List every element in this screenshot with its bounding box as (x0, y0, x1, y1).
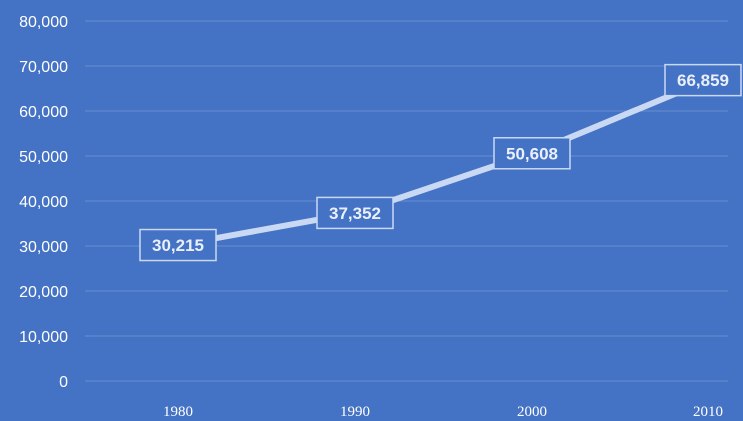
data-label-box (139, 228, 217, 262)
x-tick-label: 2010 (693, 404, 723, 420)
y-tick-label: 10,000 (19, 329, 68, 346)
data-labels: 30,215 37,352 50,608 66,859 (139, 63, 742, 262)
data-label-box (316, 196, 394, 230)
data-label: 37,352 (329, 204, 381, 223)
data-label: 66,859 (677, 71, 729, 90)
x-axis-ticks: 1980 1990 2000 2010 (163, 404, 723, 420)
data-label-box (664, 63, 742, 97)
series-line-group (175, 77, 711, 249)
data-label: 30,215 (152, 236, 204, 255)
x-tick-label: 1990 (340, 404, 370, 420)
y-tick-label: 20,000 (19, 284, 68, 301)
y-axis-ticks: 0 10,000 20,000 30,000 40,000 50,000 60,000 70,… (19, 14, 68, 391)
data-label: 50,608 (506, 144, 558, 163)
x-tick-label: 2000 (517, 404, 547, 420)
series-line (175, 77, 711, 249)
gridlines (85, 20, 728, 382)
y-tick-label: 80,000 (19, 14, 68, 31)
y-tick-label: 50,000 (19, 149, 68, 166)
y-tick-label: 40,000 (19, 194, 68, 211)
x-tick-label: 1980 (163, 404, 193, 420)
y-tick-label: 70,000 (19, 59, 68, 76)
y-tick-label: 60,000 (19, 104, 68, 121)
y-tick-label: 30,000 (19, 239, 68, 256)
y-tick-label: 0 (59, 374, 68, 391)
data-label-box (493, 137, 571, 170)
